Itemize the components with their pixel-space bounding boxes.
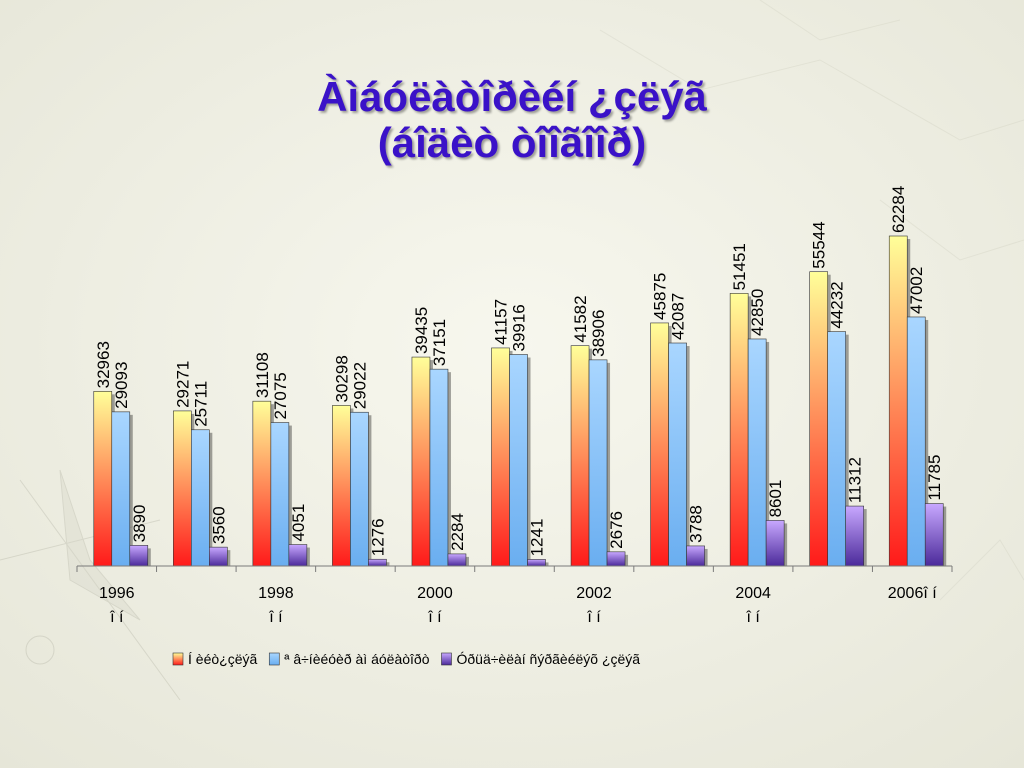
bar-series-2-2000 (429, 368, 449, 567)
bar-series-3-2004 (765, 520, 785, 567)
legend-label-3: Óðüä÷èëàí ñýðãèéëýõ ¿çëýã (456, 651, 640, 667)
bar-series-1-2004 (729, 293, 749, 567)
data-label: 2676 (607, 511, 626, 549)
data-label: 62284 (889, 186, 908, 233)
bar-series-2-2005 (827, 331, 846, 567)
bar-series-2-2002 (588, 359, 608, 567)
x-tick-label: 2006î í (888, 585, 937, 602)
data-label: 51451 (730, 243, 749, 290)
data-label: 55544 (810, 221, 829, 268)
data-label: 39435 (412, 307, 431, 354)
data-label: 38906 (589, 310, 608, 357)
legend-label-2: ª â÷íèéóèð àì áóëàòîðò (284, 651, 429, 667)
bar-series-2-2004 (747, 338, 767, 567)
compass-decoration (0, 469, 181, 701)
bar-series-1-2005 (809, 271, 828, 567)
slide-title-line-1: Àìáóëàòîðèéí ¿çëýã (317, 73, 707, 120)
bar-series-1-1999 (332, 405, 351, 567)
legend-swatch-3 (441, 652, 452, 666)
bar-series-1-2002 (570, 345, 590, 567)
x-tick-label: 2004 (735, 585, 771, 602)
data-label: 47002 (907, 267, 926, 314)
bar-series-3-2000 (447, 553, 467, 567)
plot-area: 32963 29093 3890 29271 25711 3560 31108 27075 40… (93, 186, 947, 567)
bar-series-3-1997 (209, 546, 228, 567)
data-label: 1241 (528, 519, 547, 557)
data-label: 11312 (846, 457, 865, 503)
data-label: 45875 (651, 273, 670, 320)
x-tick-label: 1998 (258, 585, 294, 602)
x-axis: 1996 î í 1998 î í 2000 î í 2002 î í 2004 î í 2006î… (76, 565, 953, 626)
slide-title: Àìáóëàòîðèéí ¿çëýã (áîäèò òîîãîîð) (0, 74, 1024, 166)
bar-series-2-1997 (191, 429, 210, 567)
slide-title-line-2: (áîäèò òîîãîîð) (377, 119, 647, 166)
data-label: 1276 (368, 518, 387, 556)
data-label: 39916 (510, 304, 529, 351)
data-label: 44232 (828, 281, 847, 328)
bar-series-1-1997 (173, 410, 192, 567)
data-label: 3788 (687, 505, 706, 543)
bar-series-3-1996 (129, 545, 149, 567)
bar-series-3-2006 (924, 503, 944, 567)
x-tick-label: î í (586, 609, 601, 626)
data-label: 11785 (925, 455, 944, 501)
x-tick-label: 2000 (417, 585, 453, 602)
bar-series-3-2005 (845, 505, 864, 567)
bar-series-3-2002 (606, 551, 626, 567)
legend: Í èéò¿çëýã ª â÷íèéóèð àì áóëàòîðò Óðüä÷èëà… (172, 651, 640, 667)
data-label: 42850 (748, 289, 767, 336)
bar-series-2-1996 (111, 411, 131, 567)
bar-series-2-2006 (906, 316, 926, 567)
x-tick-label: î í (427, 609, 442, 626)
data-label: 29271 (173, 361, 192, 408)
data-label: 25711 (191, 381, 210, 427)
x-tick-label: î í (745, 609, 760, 626)
data-label: 41157 (492, 299, 511, 345)
legend-label-1: Í èéò¿çëýã (188, 651, 257, 667)
bar-series-1-2000 (411, 356, 431, 567)
data-label: 30298 (332, 355, 351, 402)
bar-series-2-2001 (509, 354, 528, 567)
x-tick-label: 1996 (99, 585, 135, 602)
x-tick-label: î í (268, 609, 283, 626)
data-label: 29093 (112, 362, 131, 409)
data-label: 37151 (430, 319, 449, 366)
data-label: 3560 (209, 506, 228, 544)
data-label: 41582 (571, 295, 590, 342)
bar-series-1-1998 (252, 400, 272, 567)
bar-series-3-1999 (368, 558, 387, 567)
map-lines-decoration (599, 0, 1024, 601)
data-label: 8601 (766, 480, 785, 518)
x-tick-label: î í (109, 609, 124, 626)
data-label: 4051 (289, 504, 308, 542)
data-label: 3890 (130, 505, 149, 543)
bar-series-1-1996 (93, 391, 113, 567)
legend-swatch-1 (172, 652, 184, 666)
bar-series-2-2003 (668, 342, 687, 567)
bar-series-1-2001 (491, 347, 510, 567)
bar-series-2-1999 (350, 411, 369, 567)
bar-series-3-2003 (686, 545, 705, 567)
data-label: 31108 (253, 352, 272, 398)
data-label: 32963 (94, 341, 113, 388)
bar-series-2-1998 (270, 422, 290, 567)
bar-series-3-2001 (527, 559, 546, 567)
bar-series-1-2003 (650, 322, 669, 567)
x-tick-label: 2002 (576, 585, 612, 602)
data-label: 27075 (271, 372, 290, 419)
data-label: 29022 (350, 362, 369, 409)
bar-series-3-1998 (288, 544, 308, 567)
legend-swatch-2 (268, 652, 280, 666)
bar-series-1-2006 (888, 235, 908, 567)
data-label: 2284 (448, 513, 467, 551)
data-label: 42087 (669, 293, 688, 340)
